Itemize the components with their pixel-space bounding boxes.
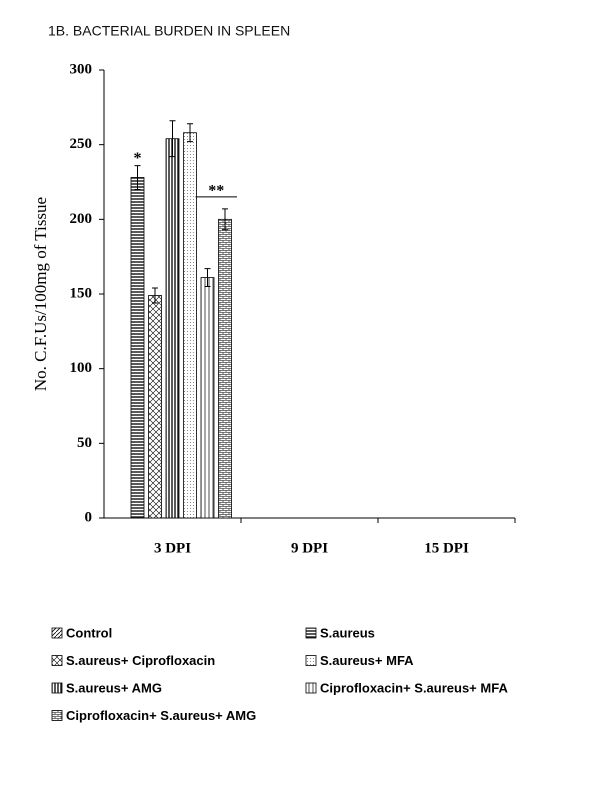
y-tick-label: 200 (70, 211, 93, 227)
error-bar (187, 123, 193, 143)
annotation: * (134, 150, 142, 167)
legend-label: Control (66, 625, 112, 640)
error-bar (134, 165, 141, 190)
x-tick-label: 9 DPI (291, 540, 328, 556)
legend-label: S.aureus (320, 625, 375, 640)
y-tick-label: 150 (70, 285, 93, 301)
error-bar (204, 268, 211, 288)
chart-title: 1B. BACTERIAL BURDEN IN SPLEEN (48, 23, 290, 39)
bar (183, 132, 197, 519)
legend-swatch (51, 627, 63, 639)
x-tick-label: 3 DPI (154, 540, 191, 556)
y-tick-label: 0 (85, 509, 93, 525)
bar (165, 138, 180, 519)
legend-swatch (305, 682, 317, 694)
legend-swatch (305, 627, 317, 639)
y-tick-label: 50 (77, 435, 92, 451)
x-tick-label: 15 DPI (424, 540, 469, 556)
annotation: ** (208, 183, 224, 200)
bar (130, 177, 145, 519)
error-bar (169, 120, 176, 158)
legend-label: S.aureus+ AMG (66, 680, 162, 695)
bar (200, 277, 215, 519)
y-axis-label: No. C.F.Us/100mg of Tissue (31, 197, 50, 391)
y-tick-label: 100 (70, 360, 93, 376)
legend-label: Ciprofloxacin+ S.aureus+ MFA (320, 680, 508, 695)
legend-swatch (305, 655, 317, 666)
legend-swatch (51, 682, 63, 694)
legend-label: Ciprofloxacin+ S.aureus+ AMG (66, 708, 256, 723)
bar (148, 295, 162, 519)
y-tick-label: 300 (70, 61, 93, 77)
error-bar (222, 208, 228, 231)
legend-swatch (51, 710, 63, 721)
legend-label: S.aureus+ MFA (320, 653, 414, 668)
legend-label: S.aureus+ Ciprofloxacin (66, 653, 215, 668)
y-tick-label: 250 (70, 136, 93, 152)
error-bar (152, 287, 158, 304)
legend-swatch (51, 655, 63, 666)
bar (218, 218, 232, 519)
